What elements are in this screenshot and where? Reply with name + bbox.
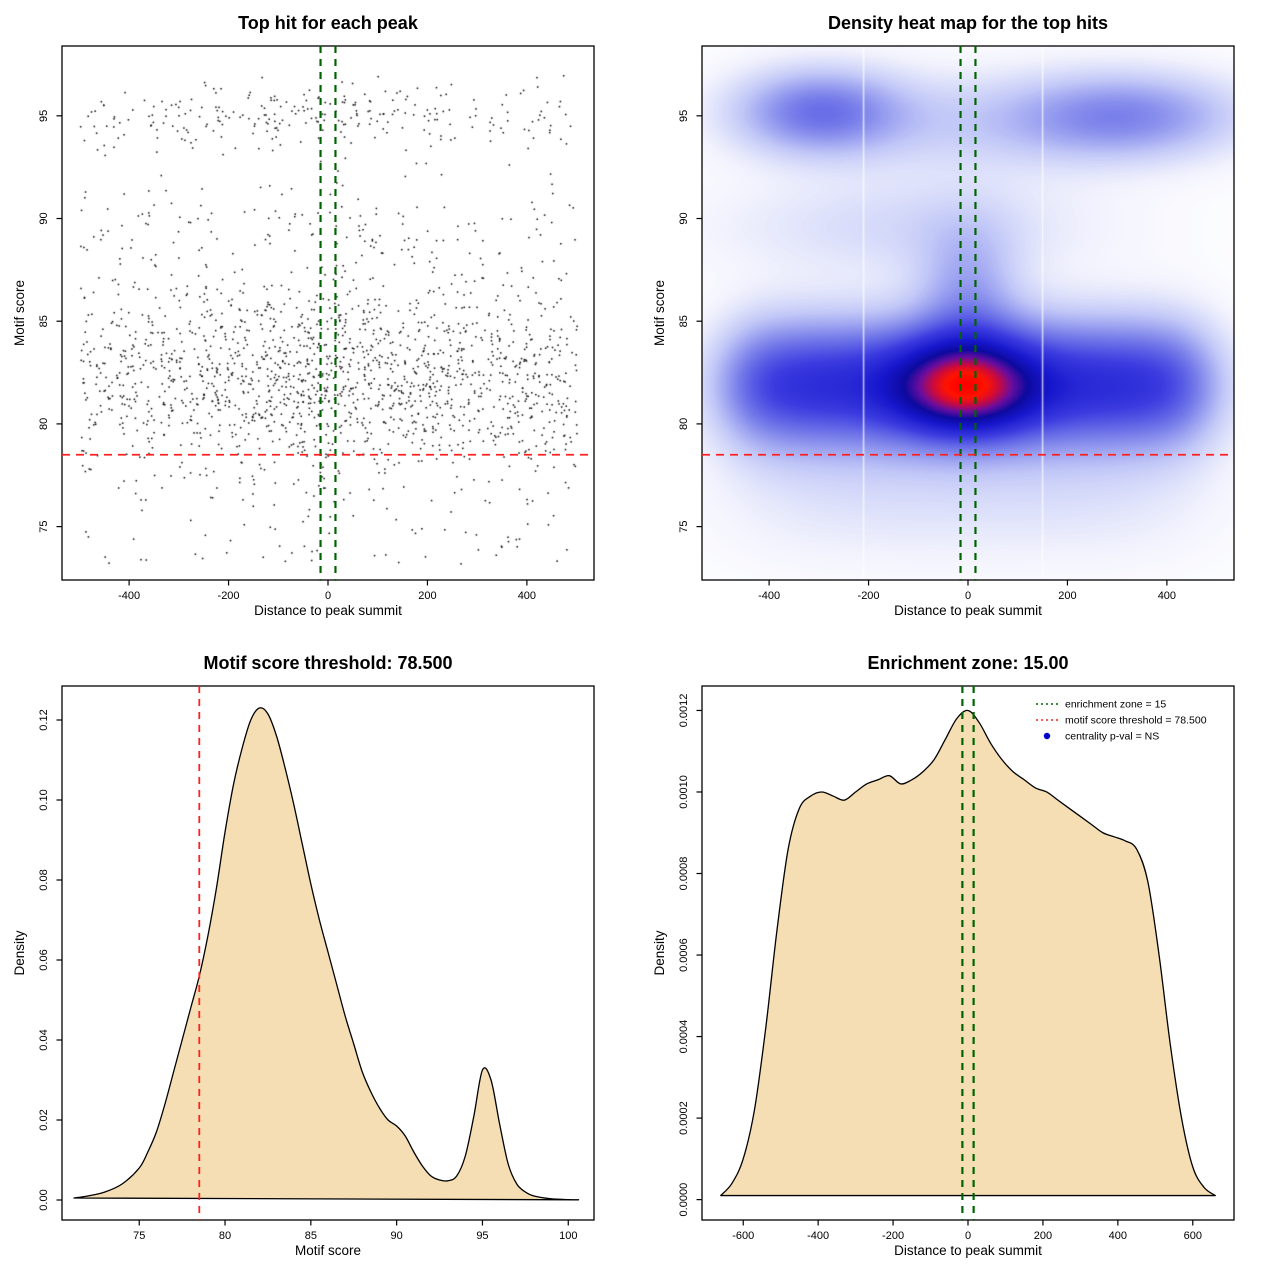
x-tick-label: 0 xyxy=(965,590,971,602)
legend-label: enrichment zone = 15 xyxy=(1065,699,1166,711)
panel-density-heatmap: Density heat map for the top hits -400 -2… xyxy=(640,0,1280,640)
y-tick-label: 80 xyxy=(38,418,50,430)
chart-title: Top hit for each peak xyxy=(238,13,418,33)
plot-box xyxy=(61,685,595,1221)
y-tick-label: 75 xyxy=(38,520,50,532)
x-axis-label: Distance to peak summit xyxy=(894,1243,1042,1258)
y-axis-label: Density xyxy=(12,930,27,976)
y-tick-label: 0.0000 xyxy=(678,1183,690,1217)
y-tick-label: 0.08 xyxy=(38,869,50,890)
x-tick-label: -400 xyxy=(118,590,140,602)
x-tick-label: -600 xyxy=(732,1230,754,1242)
x-tick-label: 85 xyxy=(305,1230,317,1242)
plot-box xyxy=(61,45,595,581)
y-tick-label: 95 xyxy=(678,110,690,122)
y-tick-label: 0.0010 xyxy=(678,775,690,809)
x-tick-label: 100 xyxy=(559,1230,577,1242)
x-tick-label: 0 xyxy=(325,590,331,602)
y-tick-label: 0.02 xyxy=(38,1109,50,1130)
x-axis-label: Distance to peak summit xyxy=(254,603,402,618)
x-tick-label: 400 xyxy=(518,590,536,602)
heatmap-canvas xyxy=(702,46,1234,580)
y-tick-label: 80 xyxy=(678,418,690,430)
y-tick-label: 95 xyxy=(38,110,50,122)
panel-top-hits-scatter: Top hit for each peak -400 -200 0 200 400 75 8… xyxy=(0,0,640,640)
y-tick-label: 75 xyxy=(678,520,690,532)
y-tick-label: 85 xyxy=(38,315,50,327)
y-axis-label: Motif score xyxy=(652,279,667,347)
y-tick-label: 90 xyxy=(678,212,690,224)
x-tick-label: -400 xyxy=(807,1230,829,1242)
x-tick-label: -200 xyxy=(858,590,880,602)
y-tick-label: 0.0012 xyxy=(678,694,690,728)
x-tick-label: -200 xyxy=(882,1230,904,1242)
chart-title: Motif score threshold: 78.500 xyxy=(203,653,453,673)
legend-key-point xyxy=(1043,732,1051,740)
plot-box xyxy=(701,45,1235,581)
score-density-svg: 75 80 85 90 95 100 0.00 0.02 0.04 0.06 0.08 0.10 0.1… xyxy=(38,685,595,1242)
y-tick-label: 0.06 xyxy=(38,949,50,970)
y-axis-label: Motif score xyxy=(12,279,27,347)
heatmap-axes-svg: -400 -200 0 200 400 75 80 85 90 95 xyxy=(678,45,1235,602)
y-tick-label: 0.0004 xyxy=(678,1020,690,1054)
y-tick-label: 85 xyxy=(678,315,690,327)
scatter-axes-svg: -400 -200 0 200 400 75 80 85 90 95 xyxy=(38,45,595,602)
legend-label: centrality p-val = NS xyxy=(1065,731,1159,743)
x-tick-label: -400 xyxy=(758,590,780,602)
y-tick-label: 90 xyxy=(38,212,50,224)
panel-distance-density: Enrichment zone: 15.00 -600 -400 -200 0 200 4… xyxy=(640,640,1280,1280)
y-tick-label: 0.0008 xyxy=(678,857,690,891)
x-tick-label: 75 xyxy=(133,1230,145,1242)
y-tick-label: 0.12 xyxy=(38,709,50,730)
y-tick-label: 0.0002 xyxy=(678,1101,690,1135)
x-tick-label: 200 xyxy=(1034,1230,1052,1242)
density-curve xyxy=(720,709,1216,1197)
panel-motif-score-density: Motif score threshold: 78.500 75 80 85 90 95… xyxy=(0,640,640,1280)
x-tick-label: 400 xyxy=(1109,1230,1127,1242)
x-tick-label: 80 xyxy=(219,1230,231,1242)
y-tick-label: 0.0006 xyxy=(678,938,690,972)
x-tick-label: 95 xyxy=(476,1230,488,1242)
y-tick-label: 0.04 xyxy=(38,1029,50,1050)
legend-label: motif score threshold = 78.500 xyxy=(1065,715,1207,727)
density-curve xyxy=(73,707,580,1201)
y-axis-label: Density xyxy=(652,930,667,976)
x-tick-label: 90 xyxy=(391,1230,403,1242)
x-axis-label: Motif score xyxy=(294,1243,362,1258)
x-tick-label: 400 xyxy=(1158,590,1176,602)
x-tick-label: 200 xyxy=(1058,590,1076,602)
chart-title: Enrichment zone: 15.00 xyxy=(867,653,1069,673)
chart-title: Density heat map for the top hits xyxy=(827,13,1109,33)
x-tick-label: 0 xyxy=(965,1230,971,1242)
distance-density-svg: -600 -400 -200 0 200 400 600 0.0000 0.0002 0.0004… xyxy=(678,685,1235,1242)
x-tick-label: -200 xyxy=(218,590,240,602)
x-tick-label: 600 xyxy=(1184,1230,1202,1242)
y-tick-label: 0.00 xyxy=(38,1189,50,1210)
y-tick-label: 0.10 xyxy=(38,789,50,810)
scatter-points-canvas xyxy=(62,46,594,580)
x-axis-label: Distance to peak summit xyxy=(894,603,1042,618)
x-tick-label: 200 xyxy=(418,590,436,602)
